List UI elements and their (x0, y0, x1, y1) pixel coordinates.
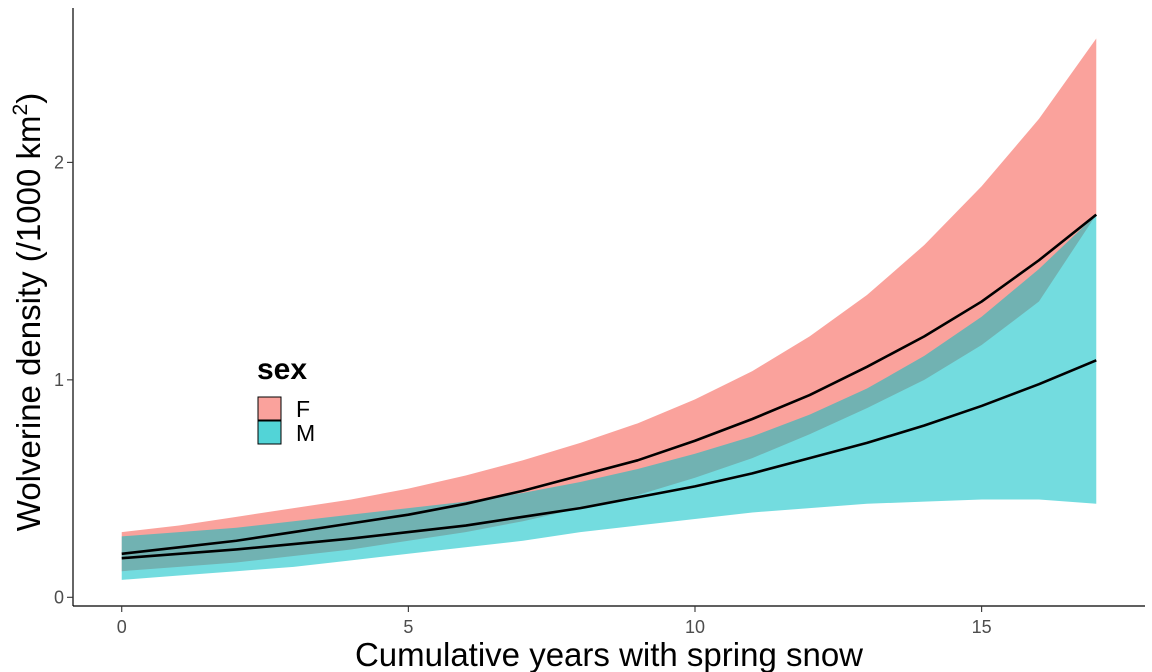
legend-swatch-f (257, 396, 282, 421)
axes (72, 8, 1145, 607)
ribbon-f (121, 38, 1097, 572)
legend-title: sex (257, 353, 307, 386)
y-tick-label: 2 (54, 152, 64, 172)
x-ticks: 0 5 10 15 (117, 606, 992, 637)
y-axis-title-superscript: 2 (9, 104, 32, 116)
mean-line-f (121, 213, 1098, 556)
y-tick-label: 1 (54, 370, 64, 390)
x-tick-label: 15 (972, 617, 992, 637)
x-tick-label: 10 (685, 617, 705, 637)
legend-swatch-m (257, 420, 282, 445)
legend: sex FM (257, 353, 315, 446)
mean-line-m (121, 359, 1097, 560)
y-axis-title-main: Wolverine density (/1000 km (10, 115, 47, 531)
y-axis-title: Wolverine density (/1000 km2) (9, 93, 47, 531)
y-axis-title-close: ) (10, 93, 47, 104)
legend-label-m: M (296, 420, 315, 446)
x-tick-label: 0 (117, 617, 127, 637)
y-tick-label: 0 (54, 587, 64, 607)
mean-line-layer (121, 213, 1098, 560)
legend-entries: FM (257, 396, 315, 446)
x-tick-label: 5 (403, 617, 413, 637)
ribbon-layer (121, 38, 1097, 580)
y-ticks: 0 1 2 (54, 152, 73, 607)
legend-label-f: F (296, 396, 310, 422)
x-axis-title: Cumulative years with spring snow (355, 636, 863, 672)
ribbon-m (121, 214, 1097, 580)
